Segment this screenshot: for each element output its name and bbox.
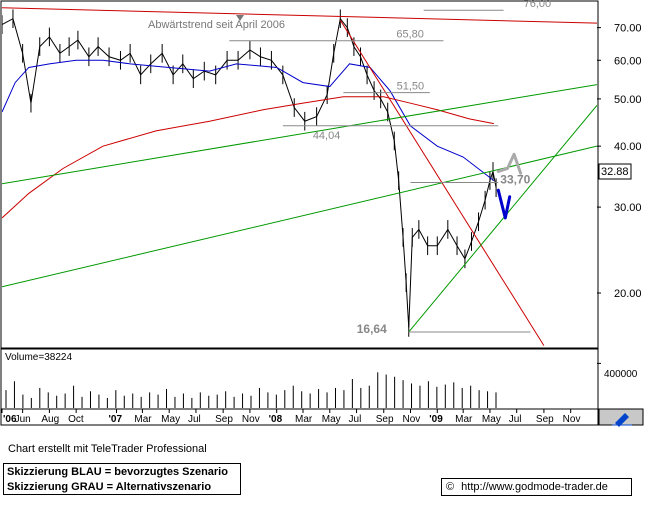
x-tick-label: '06 bbox=[3, 414, 17, 425]
volume-panel bbox=[0, 348, 599, 410]
x-tick-label: Jul bbox=[188, 414, 201, 425]
annotation-pointer bbox=[236, 15, 244, 21]
x-tick-label: Nov bbox=[563, 414, 581, 425]
moving-average-line bbox=[2, 96, 494, 219]
volume-tick-label: 400000 bbox=[604, 369, 638, 380]
x-tick-label: Mar bbox=[134, 414, 152, 425]
x-tick-label: Aug bbox=[41, 414, 59, 425]
trend-line bbox=[408, 105, 597, 333]
copyright-symbol: © bbox=[446, 481, 455, 493]
legend-line-grey: Skizzierung GRAU = Alternativszenario bbox=[7, 481, 212, 493]
x-tick-label: Mar bbox=[295, 414, 313, 425]
x-tick-label: May bbox=[161, 414, 180, 425]
downtrend-annotation: Abwärtstrend seit April 2006 bbox=[148, 19, 285, 31]
y-tick-label: 70.00 bbox=[614, 23, 642, 35]
x-tick-label: Sep bbox=[536, 414, 554, 425]
level-label: 44,04 bbox=[313, 130, 341, 142]
x-tick-label: Mar bbox=[455, 414, 473, 425]
x-tick-label: Jul bbox=[509, 414, 522, 425]
scenario-path bbox=[496, 188, 512, 220]
trend-line bbox=[2, 7, 597, 24]
x-tick-label: Sep bbox=[376, 414, 394, 425]
created-with-note: Chart erstellt mit TeleTrader Profession… bbox=[8, 443, 207, 455]
x-tick-label: Jul bbox=[349, 414, 362, 425]
x-tick-label: Jun bbox=[15, 414, 31, 425]
scenario-legend: Skizzierung BLAU = bevorzugtes Szenario … bbox=[3, 463, 241, 495]
level-label: 33,70 bbox=[500, 172, 530, 186]
volume-legend: Volume=38224 bbox=[5, 352, 72, 363]
x-tick-label: '07 bbox=[109, 414, 123, 425]
x-axis-strip bbox=[0, 408, 599, 426]
level-label: 76,00 bbox=[524, 0, 552, 10]
horizontal-levels: 76,00 65,80 51,50 44,04 33,70 16,64 bbox=[229, 0, 551, 336]
trend-line bbox=[2, 84, 597, 185]
y-tick-label: 40.00 bbox=[614, 141, 642, 153]
trend-line bbox=[2, 145, 597, 288]
price-y-axis: 20.00 30.00 40.00 50.00 60.00 70.00 bbox=[597, 23, 642, 300]
y-tick-label: 30.00 bbox=[614, 202, 642, 214]
y-tick-label: 20.00 bbox=[614, 288, 642, 300]
x-tick-label: Nov bbox=[242, 414, 260, 425]
y-tick-label: 50.00 bbox=[614, 94, 642, 106]
x-tick-label: May bbox=[482, 414, 501, 425]
price-panel bbox=[0, 0, 599, 349]
x-tick-label: '09 bbox=[429, 414, 443, 425]
x-tick-label: Sep bbox=[215, 414, 233, 425]
x-tick-label: '08 bbox=[269, 414, 283, 425]
x-tick-label: May bbox=[322, 414, 341, 425]
x-tick-label: Oct bbox=[68, 414, 84, 425]
x-tick-label: Nov bbox=[403, 414, 421, 425]
level-label: 65,80 bbox=[396, 29, 424, 41]
current-price-label: 32.88 bbox=[601, 166, 629, 178]
scenario-path bbox=[496, 152, 523, 175]
y-tick-label: 60.00 bbox=[614, 55, 642, 67]
pen-icon[interactable] bbox=[612, 413, 632, 427]
volume-bars bbox=[5, 362, 601, 408]
level-label: 51,50 bbox=[397, 81, 425, 93]
source-url: http://www.godmode-trader.de bbox=[461, 481, 608, 493]
moving-average-line bbox=[2, 59, 495, 181]
current-price-tag: 32.88 bbox=[598, 163, 632, 180]
price-plot bbox=[2, 7, 597, 346]
source-link[interactable]: © http://www.godmode-trader.de bbox=[441, 478, 632, 496]
legend-line-blue: Skizzierung BLAU = bevorzugtes Szenario bbox=[7, 466, 228, 478]
level-label: 16,64 bbox=[357, 322, 387, 336]
